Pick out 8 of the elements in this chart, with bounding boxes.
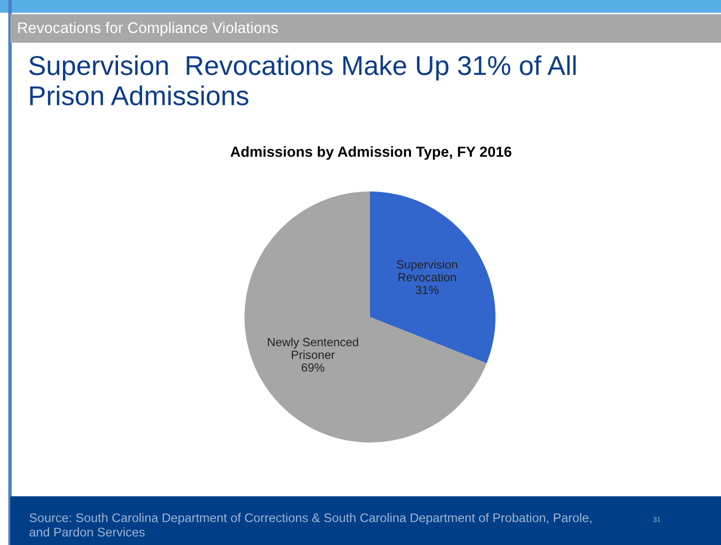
chart-title: Supervision Revocations Make Up 31% of All Prison Admissions: [29, 55, 576, 106]
data-label: 31%: [416, 286, 438, 294]
data-label: 69%: [302, 363, 324, 372]
slice-label: Supervision Revocation: [396, 260, 458, 282]
text: Revocations for Compliance Violations: [18, 22, 278, 36]
chart-subtitle: Admissions by Admission Type, FY 2016: [230, 146, 512, 160]
source-note: Source: South Carolina Department of Corrections & South Carolina Department of Probation, Parole, and Pardon Services: [30, 512, 592, 537]
slice-label: Newly Sentenced Prisoner: [268, 338, 358, 359]
